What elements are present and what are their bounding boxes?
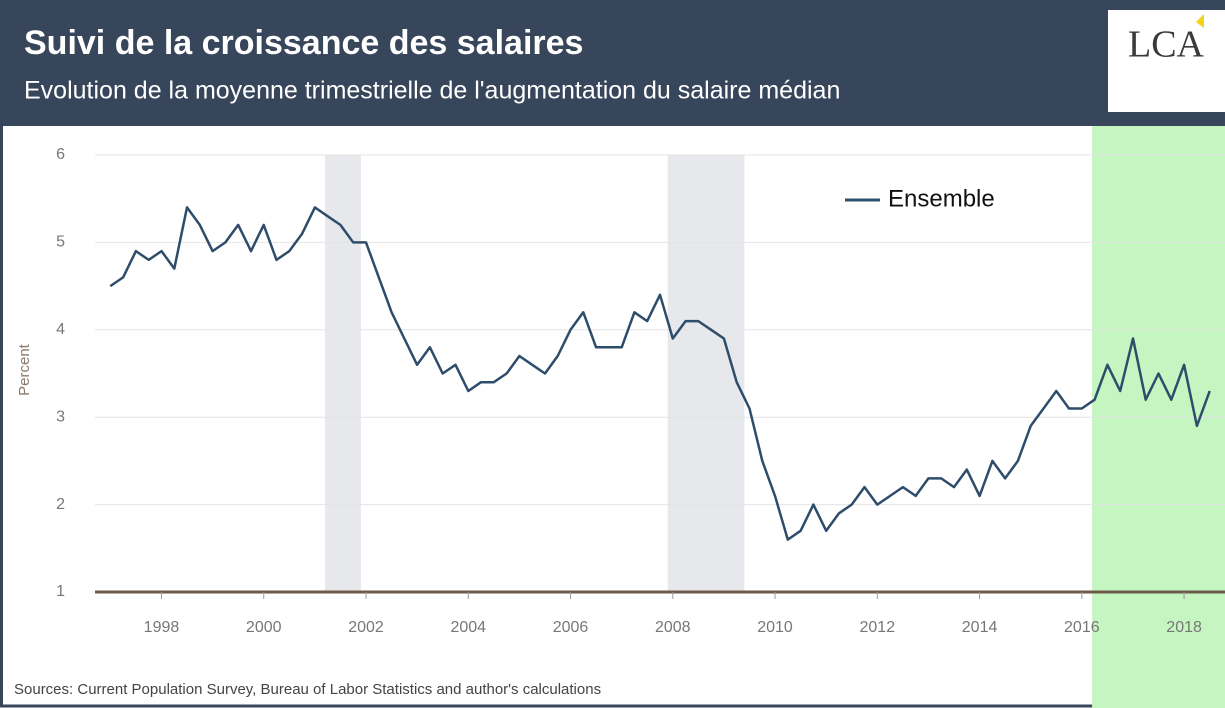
y-tick-label: 4 [56,321,65,338]
header [0,0,1225,126]
series-line [109,206,1211,541]
legend-label: Ensemble [888,185,995,212]
x-tick-label: 2000 [246,619,282,636]
source-note: Sources: Current Population Survey, Bure… [14,681,601,698]
x-tick-label: 2016 [1064,619,1100,636]
x-tick-label: 2012 [860,619,896,636]
y-tick-label: 2 [56,496,65,513]
logo-box [1108,10,1225,112]
x-tick-label: 2014 [962,619,998,636]
logo: LCA [1128,24,1205,66]
y-tick-label: 3 [56,408,65,425]
x-tick-label: 2008 [655,619,691,636]
x-tick-label: 2010 [757,619,793,636]
x-tick-label: 2004 [450,619,486,636]
recession-band [667,155,745,592]
recession-band [325,155,361,592]
x-tick-label: 2006 [553,619,589,636]
y-tick-label: 6 [56,146,65,163]
y-tick-label: 1 [56,583,65,600]
y-axis-label: Percent [16,343,33,396]
logo-accent [1196,14,1204,28]
x-tick-label: 1998 [144,619,180,636]
x-tick-label: 2002 [348,619,384,636]
x-tick-label: 2018 [1166,619,1202,636]
y-tick-label: 5 [56,234,65,251]
chart-subtitle: Evolution de la moyenne trimestrielle de… [24,77,840,105]
chart-title: Suivi de la croissance des salaires [24,24,583,62]
